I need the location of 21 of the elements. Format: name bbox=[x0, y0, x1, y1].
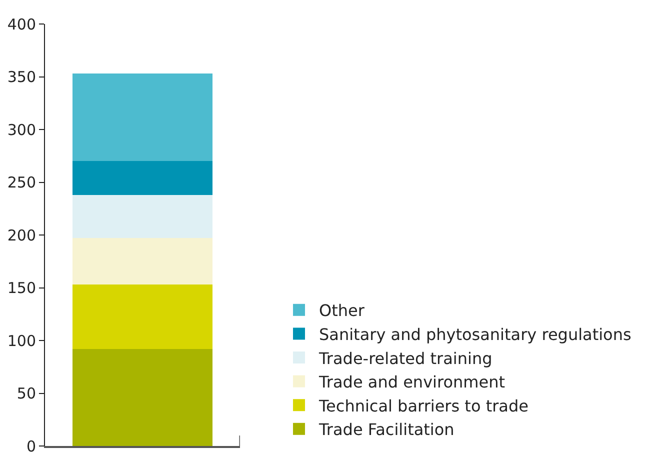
y-tick-label: 150 bbox=[7, 279, 36, 297]
bar bbox=[72, 161, 213, 195]
legend-label: Trade Facilitation bbox=[318, 420, 454, 440]
legend-label: Trade-related training bbox=[318, 348, 492, 368]
legend-label: Other bbox=[319, 301, 365, 320]
legend-label: Sanitary and phytosanitary regulations bbox=[319, 324, 632, 344]
y-tick-label: 200 bbox=[7, 226, 36, 244]
y-tick-label: 400 bbox=[7, 15, 36, 34]
bar bbox=[72, 348, 213, 446]
y-tick-label: 300 bbox=[7, 120, 36, 139]
bar bbox=[72, 238, 213, 285]
y-tick-label: 350 bbox=[7, 68, 36, 86]
y-tick-label: 250 bbox=[7, 174, 36, 192]
bar bbox=[72, 194, 213, 238]
bar bbox=[72, 284, 213, 349]
y-tick-label: 0 bbox=[26, 437, 36, 456]
y-tick-label: 50 bbox=[16, 384, 36, 402]
legend-label: Trade and environment bbox=[318, 372, 505, 392]
y-tick-label: 100 bbox=[7, 332, 36, 350]
legend-label: Technical barriers to trade bbox=[318, 396, 528, 416]
bar bbox=[72, 74, 213, 162]
